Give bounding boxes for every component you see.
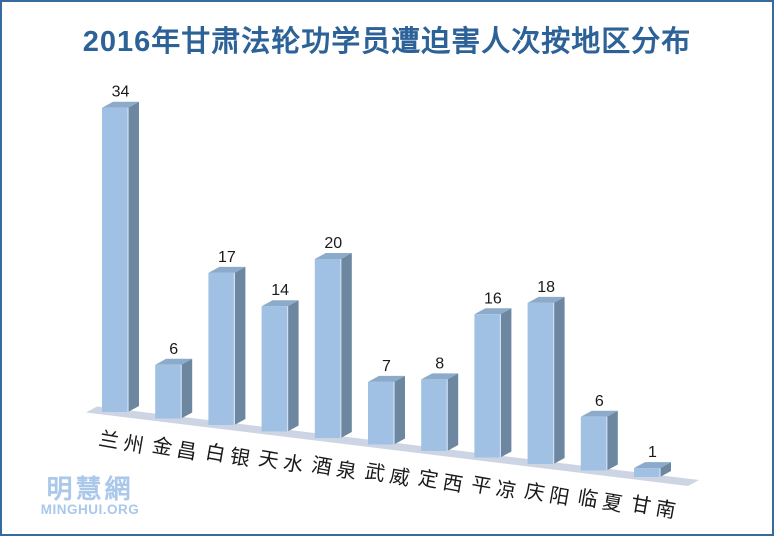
category-label: 武威: [363, 460, 416, 491]
category-label: 平凉: [470, 473, 523, 504]
bar-front-face: [155, 364, 182, 419]
bar-front-face: [261, 306, 288, 432]
bar-top-face: [580, 410, 618, 417]
value-label: 18: [537, 279, 555, 296]
bar-side-face: [287, 300, 299, 432]
minghui-watermark: 明慧網 MINGHUI.ORG: [30, 476, 150, 517]
bar-top-face: [261, 300, 299, 307]
bar-front-face: [368, 381, 394, 445]
chart-title: 2016年甘肃法轮功学员遭迫害人次按地区分布: [82, 26, 692, 58]
bar-side-face: [660, 462, 671, 477]
value-label: 34: [112, 84, 130, 101]
value-label: 6: [595, 393, 604, 410]
bar-side-face: [394, 375, 405, 445]
value-label: 6: [169, 341, 178, 358]
bar-front-face: [634, 468, 660, 477]
category-label: 天水: [257, 447, 310, 478]
bar-front-face: [102, 107, 128, 412]
bar-front-face: [580, 416, 607, 471]
bar-side-face: [128, 101, 139, 412]
value-label: 20: [324, 235, 342, 252]
value-label: 16: [484, 290, 502, 307]
category-label: 兰州: [97, 427, 150, 458]
bar-side-face: [447, 373, 459, 451]
bar-top-face: [527, 296, 565, 303]
bar-front-face: [527, 302, 554, 464]
category-label: 定西: [416, 466, 469, 497]
bar-top-face: [421, 373, 459, 380]
bar-top-face: [474, 308, 512, 315]
bar-side-face: [340, 253, 352, 438]
bar-top-face: [368, 375, 405, 382]
bar-front-face: [208, 272, 235, 425]
bar-front-face: [474, 314, 501, 458]
bar-front-face: [421, 379, 448, 451]
category-label: 酒泉: [310, 453, 363, 484]
category-label: 庆阳: [523, 479, 576, 510]
value-label: 14: [271, 282, 289, 299]
bar-side-face: [500, 308, 512, 458]
watermark-cjk-text: 明慧網: [46, 474, 134, 504]
bar-side-face: [181, 358, 193, 419]
value-label: 1: [648, 444, 657, 461]
category-label: 金昌: [150, 434, 203, 465]
bar-front-face: [314, 259, 341, 438]
chart-floor: [86, 406, 699, 486]
watermark-latin-text: MINGHUI.ORG: [40, 502, 140, 517]
bar-side-face: [553, 296, 565, 464]
bar-top-face: [208, 266, 246, 273]
bar-top-face: [314, 253, 352, 259]
bar-side-face: [606, 410, 618, 471]
value-label: 8: [435, 355, 444, 372]
bar-top-face: [155, 358, 193, 365]
bar-top-face: [634, 462, 671, 469]
category-label: 甘南: [629, 492, 682, 523]
bar-side-face: [234, 266, 246, 425]
value-label: 17: [218, 249, 236, 266]
category-label: 临夏: [576, 486, 629, 517]
category-label: 白银: [204, 440, 257, 471]
bar-top-face: [102, 101, 139, 108]
value-label: 7: [382, 358, 391, 375]
